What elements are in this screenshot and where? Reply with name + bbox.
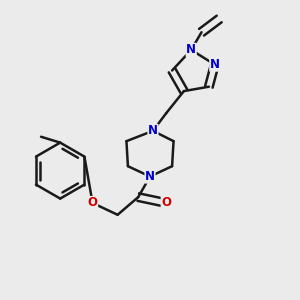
Text: N: N bbox=[145, 170, 155, 183]
Text: N: N bbox=[186, 44, 196, 56]
Text: O: O bbox=[88, 196, 98, 209]
Text: N: N bbox=[210, 58, 220, 71]
Text: O: O bbox=[161, 196, 171, 209]
Text: N: N bbox=[148, 124, 158, 137]
